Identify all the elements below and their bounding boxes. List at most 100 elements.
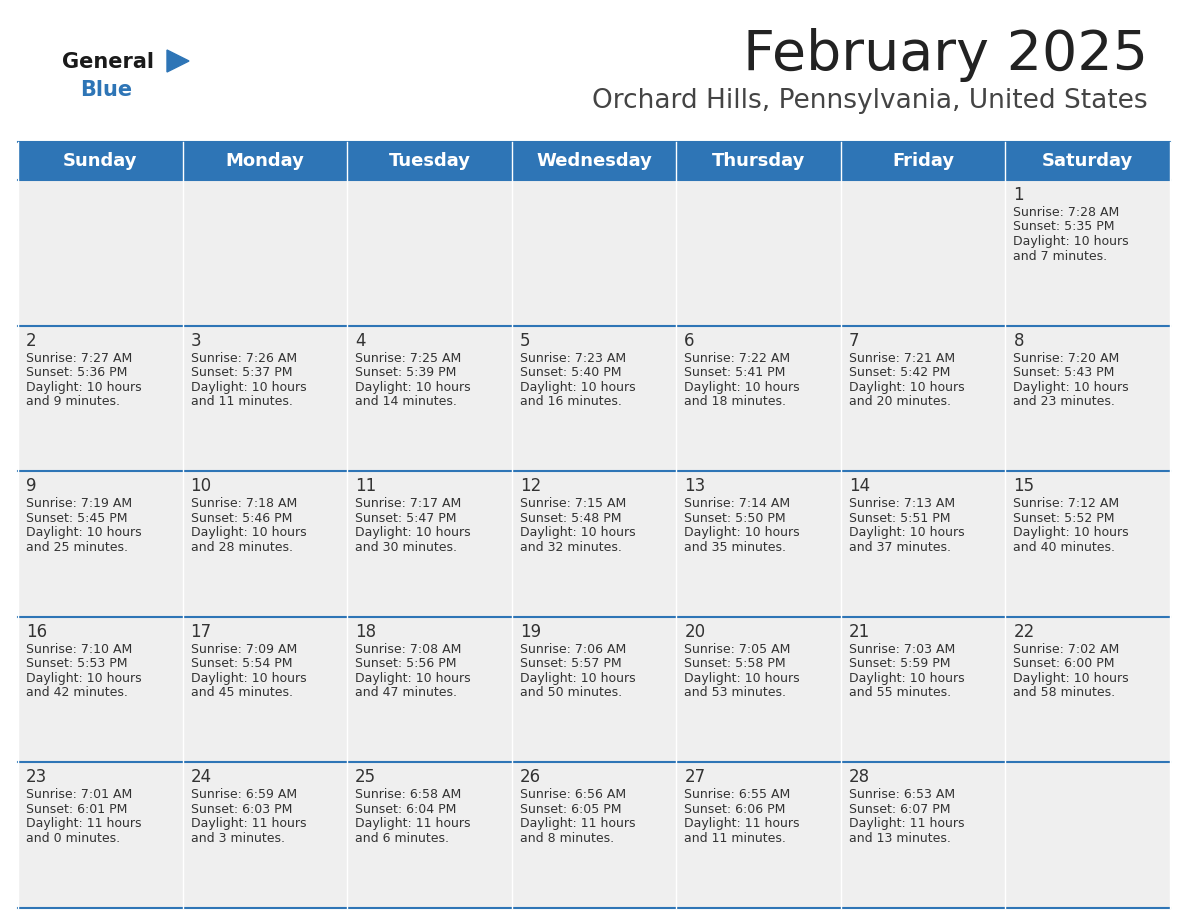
Text: 2: 2	[26, 331, 37, 350]
Text: 13: 13	[684, 477, 706, 495]
Text: Sunset: 6:00 PM: Sunset: 6:00 PM	[1013, 657, 1114, 670]
Text: and 20 minutes.: and 20 minutes.	[849, 395, 950, 409]
Text: 20: 20	[684, 622, 706, 641]
Text: Sunrise: 7:17 AM: Sunrise: 7:17 AM	[355, 498, 461, 510]
Bar	[676, 471, 841, 617]
Bar	[1005, 142, 1170, 180]
Bar	[512, 763, 676, 908]
Bar	[512, 617, 676, 763]
Text: Daylight: 10 hours: Daylight: 10 hours	[26, 526, 141, 539]
Text: Sunrise: 7:20 AM: Sunrise: 7:20 AM	[1013, 352, 1119, 364]
Text: 28: 28	[849, 768, 870, 787]
Text: Sunrise: 7:23 AM: Sunrise: 7:23 AM	[519, 352, 626, 364]
Text: and 35 minutes.: and 35 minutes.	[684, 541, 786, 554]
Text: Sunrise: 7:15 AM: Sunrise: 7:15 AM	[519, 498, 626, 510]
Text: Sunset: 6:06 PM: Sunset: 6:06 PM	[684, 803, 785, 816]
Bar	[18, 471, 183, 617]
Text: Sunset: 6:03 PM: Sunset: 6:03 PM	[190, 803, 292, 816]
Bar	[347, 763, 512, 908]
Text: Sunrise: 6:59 AM: Sunrise: 6:59 AM	[190, 789, 297, 801]
Text: Sunset: 5:57 PM: Sunset: 5:57 PM	[519, 657, 621, 670]
Text: 10: 10	[190, 477, 211, 495]
Text: Sunrise: 7:12 AM: Sunrise: 7:12 AM	[1013, 498, 1119, 510]
Text: and 18 minutes.: and 18 minutes.	[684, 395, 786, 409]
Text: Daylight: 10 hours: Daylight: 10 hours	[1013, 672, 1129, 685]
Text: 14: 14	[849, 477, 870, 495]
Text: Sunrise: 6:58 AM: Sunrise: 6:58 AM	[355, 789, 461, 801]
Text: 3: 3	[190, 331, 201, 350]
Text: 24: 24	[190, 768, 211, 787]
Text: Sunset: 6:04 PM: Sunset: 6:04 PM	[355, 803, 456, 816]
Text: Sunset: 5:35 PM: Sunset: 5:35 PM	[1013, 220, 1114, 233]
Bar	[183, 142, 347, 180]
Bar	[676, 617, 841, 763]
Bar	[18, 617, 183, 763]
Text: Sunrise: 7:22 AM: Sunrise: 7:22 AM	[684, 352, 790, 364]
Text: Daylight: 10 hours: Daylight: 10 hours	[519, 381, 636, 394]
Text: and 55 minutes.: and 55 minutes.	[849, 687, 950, 700]
Text: Daylight: 10 hours: Daylight: 10 hours	[26, 672, 141, 685]
Text: Friday: Friday	[892, 152, 954, 170]
Text: 12: 12	[519, 477, 541, 495]
Text: Daylight: 10 hours: Daylight: 10 hours	[355, 381, 470, 394]
Text: Daylight: 10 hours: Daylight: 10 hours	[1013, 526, 1129, 539]
Text: 16: 16	[26, 622, 48, 641]
Text: Sunset: 5:53 PM: Sunset: 5:53 PM	[26, 657, 127, 670]
Text: 5: 5	[519, 331, 530, 350]
Text: Sunrise: 7:26 AM: Sunrise: 7:26 AM	[190, 352, 297, 364]
Text: Daylight: 10 hours: Daylight: 10 hours	[1013, 381, 1129, 394]
Text: Daylight: 11 hours: Daylight: 11 hours	[684, 817, 800, 831]
Bar	[512, 142, 676, 180]
Text: Sunset: 5:47 PM: Sunset: 5:47 PM	[355, 511, 456, 525]
Text: Daylight: 10 hours: Daylight: 10 hours	[355, 526, 470, 539]
Bar	[183, 471, 347, 617]
Text: Sunrise: 7:21 AM: Sunrise: 7:21 AM	[849, 352, 955, 364]
Bar	[1005, 617, 1170, 763]
Bar	[841, 471, 1005, 617]
Text: Daylight: 10 hours: Daylight: 10 hours	[519, 526, 636, 539]
Bar	[676, 180, 841, 326]
Text: and 13 minutes.: and 13 minutes.	[849, 832, 950, 845]
Text: Sunrise: 7:09 AM: Sunrise: 7:09 AM	[190, 643, 297, 655]
Text: Daylight: 10 hours: Daylight: 10 hours	[190, 526, 307, 539]
Text: and 11 minutes.: and 11 minutes.	[684, 832, 786, 845]
Text: Sunset: 5:52 PM: Sunset: 5:52 PM	[1013, 511, 1114, 525]
Text: Sunset: 5:59 PM: Sunset: 5:59 PM	[849, 657, 950, 670]
Text: Sunrise: 7:13 AM: Sunrise: 7:13 AM	[849, 498, 955, 510]
Text: Sunset: 5:51 PM: Sunset: 5:51 PM	[849, 511, 950, 525]
Bar	[183, 180, 347, 326]
Text: and 50 minutes.: and 50 minutes.	[519, 687, 621, 700]
Text: and 28 minutes.: and 28 minutes.	[190, 541, 292, 554]
Text: Sunset: 5:42 PM: Sunset: 5:42 PM	[849, 366, 950, 379]
Text: and 14 minutes.: and 14 minutes.	[355, 395, 457, 409]
Text: Daylight: 11 hours: Daylight: 11 hours	[26, 817, 141, 831]
Text: and 32 minutes.: and 32 minutes.	[519, 541, 621, 554]
Text: and 40 minutes.: and 40 minutes.	[1013, 541, 1116, 554]
Text: Daylight: 10 hours: Daylight: 10 hours	[355, 672, 470, 685]
Text: Daylight: 10 hours: Daylight: 10 hours	[519, 672, 636, 685]
Text: 22: 22	[1013, 622, 1035, 641]
Text: Daylight: 11 hours: Daylight: 11 hours	[849, 817, 965, 831]
Text: Sunrise: 7:03 AM: Sunrise: 7:03 AM	[849, 643, 955, 655]
Bar	[347, 471, 512, 617]
Bar	[183, 326, 347, 471]
Bar	[1005, 763, 1170, 908]
Text: Daylight: 11 hours: Daylight: 11 hours	[519, 817, 636, 831]
Text: Daylight: 10 hours: Daylight: 10 hours	[684, 672, 800, 685]
Text: Sunrise: 6:53 AM: Sunrise: 6:53 AM	[849, 789, 955, 801]
Bar	[1005, 326, 1170, 471]
Text: Sunset: 5:50 PM: Sunset: 5:50 PM	[684, 511, 786, 525]
Text: 9: 9	[26, 477, 37, 495]
Text: Daylight: 10 hours: Daylight: 10 hours	[684, 381, 800, 394]
Text: Daylight: 10 hours: Daylight: 10 hours	[849, 381, 965, 394]
Text: and 30 minutes.: and 30 minutes.	[355, 541, 457, 554]
Text: and 16 minutes.: and 16 minutes.	[519, 395, 621, 409]
Text: Saturday: Saturday	[1042, 152, 1133, 170]
Text: and 9 minutes.: and 9 minutes.	[26, 395, 120, 409]
Text: Sunrise: 7:18 AM: Sunrise: 7:18 AM	[190, 498, 297, 510]
Text: Sunset: 5:58 PM: Sunset: 5:58 PM	[684, 657, 786, 670]
Bar	[841, 763, 1005, 908]
Text: Sunrise: 7:19 AM: Sunrise: 7:19 AM	[26, 498, 132, 510]
Text: 8: 8	[1013, 331, 1024, 350]
Text: Sunrise: 6:56 AM: Sunrise: 6:56 AM	[519, 789, 626, 801]
